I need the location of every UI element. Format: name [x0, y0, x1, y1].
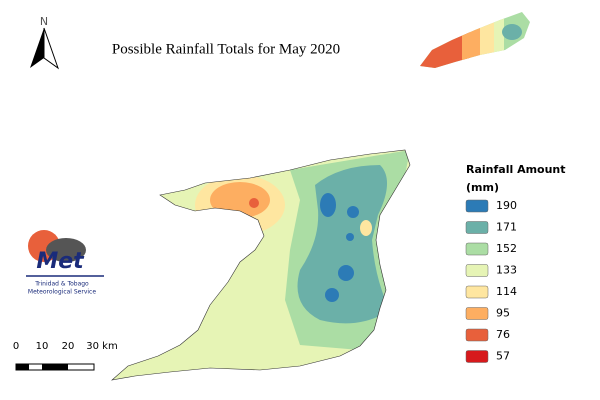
north-arrow: N	[30, 15, 59, 70]
legend-label: 152	[496, 242, 517, 255]
legend-swatch	[465, 199, 489, 213]
trinidad	[111, 149, 411, 381]
legend-swatch	[465, 350, 489, 363]
north-label: N	[40, 15, 48, 28]
map-title: Possible Rainfall Totals for May 2020	[112, 41, 340, 57]
legend-swatch	[465, 242, 489, 256]
legend-swatch	[465, 221, 489, 234]
logo-subtitle: Trinidad & Tobago	[34, 281, 89, 288]
scale-label: 10	[36, 341, 49, 352]
logo: Met Trinidad & Tobago Meteorological Ser…	[26, 230, 104, 296]
legend-swatch	[465, 264, 489, 277]
legend-label: 95	[496, 307, 510, 320]
scale-label: 0	[13, 341, 19, 352]
tobago	[420, 12, 530, 68]
legend-label: 190	[496, 199, 517, 212]
scale-label: 20	[62, 341, 75, 352]
legend-title: Rainfall Amount	[466, 163, 566, 176]
legend-swatch	[465, 307, 489, 320]
logo-subtitle: Meteorological Service	[28, 289, 96, 296]
legend: Rainfall Amount (mm) 190 171 152 133 114 95 76…	[465, 163, 566, 363]
legend-swatch	[465, 328, 489, 342]
legend-label: 76	[496, 328, 510, 341]
legend-label: 114	[496, 285, 517, 298]
legend-title: (mm)	[466, 181, 499, 194]
logo-text: Met	[36, 249, 85, 274]
legend-label: 171	[496, 221, 517, 234]
legend-label: 57	[496, 350, 510, 363]
legend-label: 133	[496, 264, 517, 277]
scale-bar: 0 10 20 30 km	[13, 341, 118, 371]
scale-label: 30 km	[86, 341, 117, 352]
legend-swatch	[465, 285, 489, 299]
